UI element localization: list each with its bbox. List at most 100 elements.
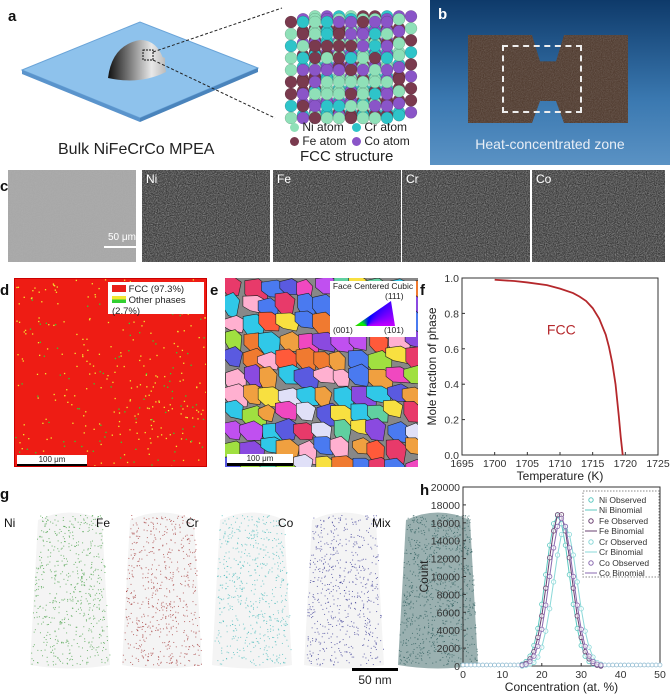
- atom-dot: [40, 567, 42, 569]
- atom-dot: [99, 533, 101, 535]
- other-phase-speck: [158, 401, 160, 403]
- atom-dot: [55, 575, 57, 577]
- atom-dot: [102, 558, 104, 560]
- atom-dot: [42, 607, 44, 609]
- atom-dot: [182, 551, 184, 553]
- atom-dot: [235, 635, 237, 637]
- grain: [405, 346, 418, 371]
- atom-dot: [140, 551, 142, 553]
- atom-dot: [68, 572, 70, 574]
- atom-dot: [125, 608, 127, 610]
- atom-dot: [136, 531, 138, 533]
- atom-dot: [281, 578, 283, 580]
- other-phase-speck: [171, 408, 173, 410]
- atom-dot: [141, 655, 143, 657]
- atom-dot: [197, 644, 199, 646]
- atom-dot: [161, 581, 163, 583]
- atom-dot: [60, 542, 62, 544]
- atom-dot: [146, 537, 148, 539]
- atom-dot: [142, 585, 144, 587]
- other-phase-speck: [150, 332, 152, 334]
- other-phase-speck: [39, 341, 42, 343]
- other-phase-speck: [141, 325, 143, 327]
- atom-dot: [54, 608, 56, 610]
- other-phase-speck: [26, 448, 29, 450]
- atom-dot: [92, 609, 94, 611]
- atom-dot: [162, 518, 164, 520]
- atom-dot: [55, 635, 57, 637]
- atom-dot: [127, 643, 129, 645]
- grain: [225, 278, 242, 296]
- atom-dot: [69, 532, 71, 534]
- atom-dot: [198, 630, 200, 632]
- atom-dot: [275, 659, 277, 661]
- co-observed-point: [539, 626, 545, 632]
- atom-dot: [138, 645, 140, 647]
- co-observed-point: [566, 545, 572, 551]
- atom-dot: [155, 528, 157, 530]
- other-phase-speck: [48, 421, 50, 424]
- atom-dot: [49, 646, 51, 648]
- atom-dot: [170, 628, 172, 630]
- other-phase-speck: [190, 325, 192, 327]
- other-phase-speck: [148, 394, 150, 396]
- atom-dot: [281, 642, 283, 644]
- atom-dot: [278, 633, 280, 635]
- atom-dot: [78, 541, 80, 543]
- atom-dot: [145, 522, 147, 524]
- atom-dot: [40, 650, 42, 652]
- other-phase-speck: [32, 290, 34, 292]
- atom-dot: [70, 584, 72, 586]
- other-phase-speck: [202, 418, 205, 421]
- atom-dot: [200, 638, 202, 640]
- other-phase-speck: [93, 383, 95, 385]
- atom-dot: [41, 557, 43, 559]
- atom-dot: [60, 621, 62, 623]
- atom-dot: [148, 625, 150, 627]
- atom-dot: [87, 661, 89, 663]
- other-phase-speck: [151, 418, 153, 421]
- atom-dot: [232, 535, 234, 537]
- eds-map-sem: 50 μm: [8, 170, 136, 262]
- atom-dot: [242, 515, 244, 517]
- atom-dot: [159, 636, 161, 638]
- cr-observed-point: [554, 552, 561, 558]
- other-phase-speck: [190, 441, 192, 443]
- atom-dot: [183, 515, 185, 517]
- atom-dot: [81, 551, 83, 553]
- other-phase-speck: [35, 452, 37, 454]
- atom-dot: [138, 558, 140, 560]
- atom-dot: [134, 596, 136, 598]
- y-tick-label: 0.0: [444, 450, 459, 462]
- atom-dot: [183, 656, 185, 658]
- atom-dot: [63, 555, 65, 557]
- other-phase-speck: [59, 374, 61, 376]
- atom-dot: [200, 663, 202, 665]
- legend-label-binomial: Co Binomial: [599, 568, 645, 578]
- other-phase-speck: [129, 281, 132, 283]
- atom-dot: [153, 587, 155, 589]
- atom-dot: [265, 564, 267, 566]
- atom-dot: [225, 561, 227, 563]
- atom-dot: [144, 549, 146, 551]
- atom-dot: [84, 638, 86, 640]
- atom-dot: [225, 588, 227, 590]
- atom-dot: [172, 607, 174, 609]
- atom-dot: [37, 623, 39, 625]
- other-phase-speck: [145, 374, 147, 376]
- atom-dot: [171, 634, 173, 636]
- grain: [258, 311, 281, 332]
- other-phase-speck: [182, 408, 184, 410]
- other-phase-speck: [82, 354, 84, 356]
- legend-label-binomial: Cr Binomial: [599, 547, 643, 557]
- atom-dot: [194, 591, 196, 593]
- other-phase-speck: [37, 342, 40, 344]
- atom-dot: [80, 521, 82, 523]
- atom-dot: [91, 631, 93, 633]
- baseline-point: [492, 662, 497, 668]
- scale-bar: 100 μm: [17, 455, 87, 466]
- atom-dot: [182, 520, 184, 522]
- atom-dot: [58, 532, 60, 534]
- atom-dot: [37, 594, 39, 596]
- atom-dot: [94, 545, 96, 547]
